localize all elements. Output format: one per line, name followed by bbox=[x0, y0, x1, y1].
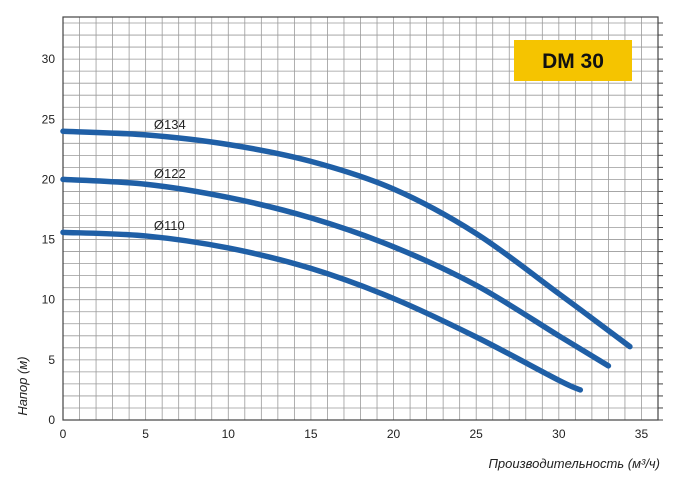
y-tick-label: 0 bbox=[48, 413, 55, 427]
series-line bbox=[60, 229, 584, 393]
series-layer bbox=[60, 128, 633, 393]
y-tick-label: 25 bbox=[42, 112, 56, 126]
y-tick-label: 15 bbox=[42, 233, 56, 247]
y-tick-label: 10 bbox=[42, 293, 56, 307]
x-tick-label: 35 bbox=[635, 427, 649, 441]
series-label: Ø134 bbox=[154, 117, 186, 132]
y-tick-label: 30 bbox=[42, 52, 56, 66]
series-line bbox=[60, 176, 612, 369]
series-labels: Ø134 Ø122 Ø110 bbox=[154, 117, 186, 233]
series-label: Ø122 bbox=[154, 166, 186, 181]
y-tick-labels: 0 5 10 15 20 25 30 bbox=[42, 52, 56, 427]
x-tick-label: 10 bbox=[222, 427, 236, 441]
y-axis-title: Напор (м) bbox=[15, 356, 30, 415]
plot-frame bbox=[62, 16, 659, 421]
x-tick-label: 5 bbox=[142, 427, 149, 441]
y-tick-label: 5 bbox=[48, 353, 55, 367]
x-tick-labels: 0 5 10 15 20 25 30 35 bbox=[60, 427, 649, 441]
x-tick-label: 15 bbox=[304, 427, 318, 441]
y-tick-label: 20 bbox=[42, 172, 56, 186]
x-tick-label: 0 bbox=[60, 427, 67, 441]
chart-title: DM 30 bbox=[542, 50, 604, 73]
x-tick-label: 25 bbox=[470, 427, 484, 441]
x-tick-label: 20 bbox=[387, 427, 401, 441]
series-label: Ø110 bbox=[154, 218, 185, 233]
model-badge: DM 30 bbox=[514, 40, 632, 81]
right-axis-ticks bbox=[658, 22, 663, 421]
x-axis-title: Производительность (м³/ч) bbox=[489, 456, 661, 471]
x-tick-label: 30 bbox=[552, 427, 566, 441]
model-badge-background bbox=[514, 40, 632, 81]
grid bbox=[63, 17, 658, 420]
series-line bbox=[60, 128, 633, 350]
